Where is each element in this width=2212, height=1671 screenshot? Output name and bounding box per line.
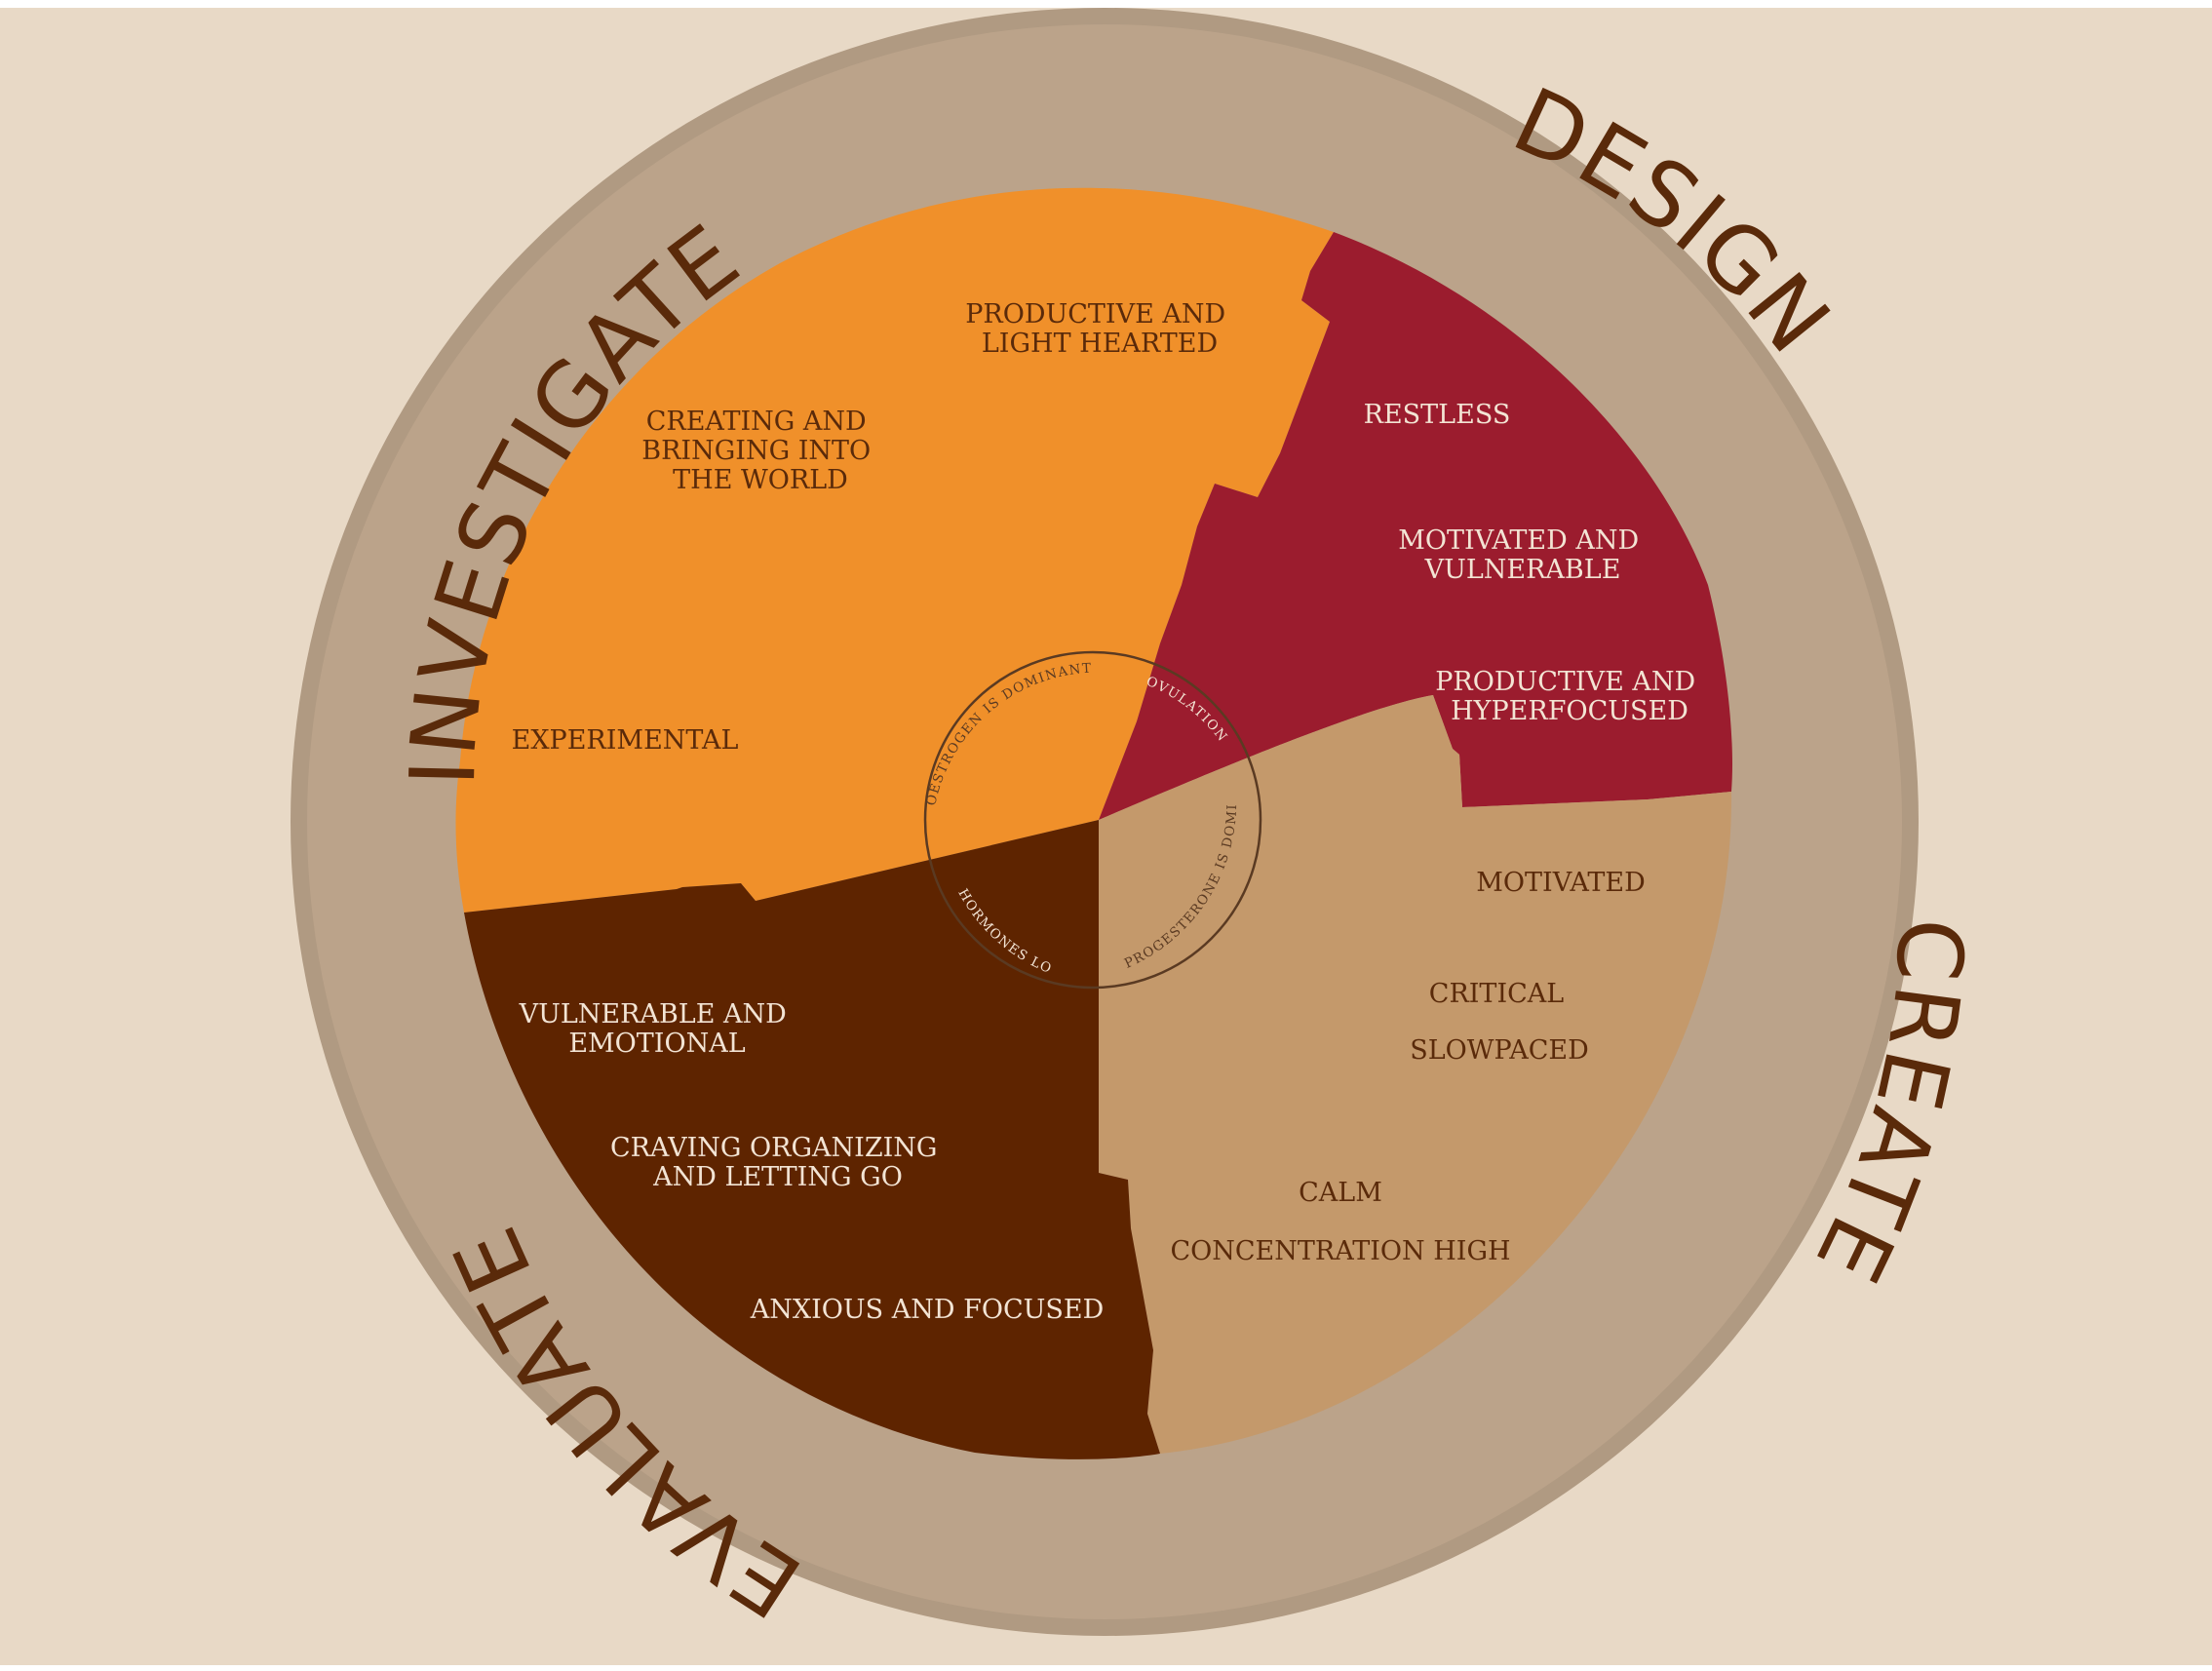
line: VULNERABLE AND bbox=[519, 999, 787, 1030]
sector-design bbox=[1099, 232, 1732, 820]
line: SLOWPACED bbox=[1410, 1035, 1589, 1066]
line: AND LETTING GO bbox=[652, 1162, 903, 1192]
create-text-slowpaced: SLOWPACED bbox=[1410, 1035, 1589, 1066]
line: HYPERFOCUSED bbox=[1451, 696, 1688, 726]
line: CRITICAL bbox=[1429, 979, 1564, 1009]
line: EXPERIMENTAL bbox=[512, 725, 739, 756]
investigate-text-creating: CREATING AND BRINGING INTO THE WORLD bbox=[641, 407, 879, 495]
sector-create bbox=[1099, 695, 1732, 1454]
evaluate-text-craving: CRAVING ORGANIZING AND LETTING GO bbox=[610, 1133, 946, 1192]
line: MOTIVATED bbox=[1476, 868, 1646, 898]
line: VULNERABLE bbox=[1424, 555, 1621, 585]
line: PRODUCTIVE AND bbox=[1435, 667, 1695, 697]
sector-evaluate bbox=[464, 820, 1160, 1459]
line: LIGHT HEARTED bbox=[982, 329, 1218, 359]
line: BRINGING INTO bbox=[641, 436, 871, 466]
sector-investigate bbox=[455, 187, 1335, 913]
line: MOTIVATED AND bbox=[1398, 525, 1639, 556]
design-text-motivated: MOTIVATED AND VULNERABLE bbox=[1398, 525, 1647, 585]
create-text-concentration: CONCENTRATION HIGH bbox=[1170, 1236, 1510, 1266]
evaluate-text-anxious: ANXIOUS AND FOCUSED bbox=[750, 1295, 1104, 1325]
line: RESTLESS bbox=[1364, 400, 1511, 430]
line: EMOTIONAL bbox=[568, 1029, 745, 1059]
line: CONCENTRATION HIGH bbox=[1170, 1236, 1510, 1266]
line: CALM bbox=[1299, 1178, 1382, 1208]
hormone-circle bbox=[923, 650, 1262, 990]
investigate-text-experimental: EXPERIMENTAL bbox=[512, 725, 739, 756]
line: PRODUCTIVE AND bbox=[965, 299, 1225, 330]
line: ANXIOUS AND FOCUSED bbox=[750, 1295, 1104, 1325]
evaluate-text-vulnerable: VULNERABLE AND EMOTIONAL bbox=[519, 999, 796, 1059]
line: THE WORLD bbox=[673, 465, 848, 495]
create-text-calm: CALM bbox=[1299, 1178, 1382, 1208]
design-text-restless: RESTLESS bbox=[1364, 400, 1511, 430]
investigate-text-productive: PRODUCTIVE AND LIGHT HEARTED bbox=[965, 299, 1234, 359]
line: CRAVING ORGANIZING bbox=[610, 1133, 938, 1163]
line: CREATING AND bbox=[646, 407, 867, 437]
design-text-productive: PRODUCTIVE AND HYPERFOCUSED bbox=[1435, 667, 1704, 726]
create-text-critical: CRITICAL bbox=[1429, 979, 1564, 1009]
create-text-motivated: MOTIVATED bbox=[1476, 868, 1646, 898]
